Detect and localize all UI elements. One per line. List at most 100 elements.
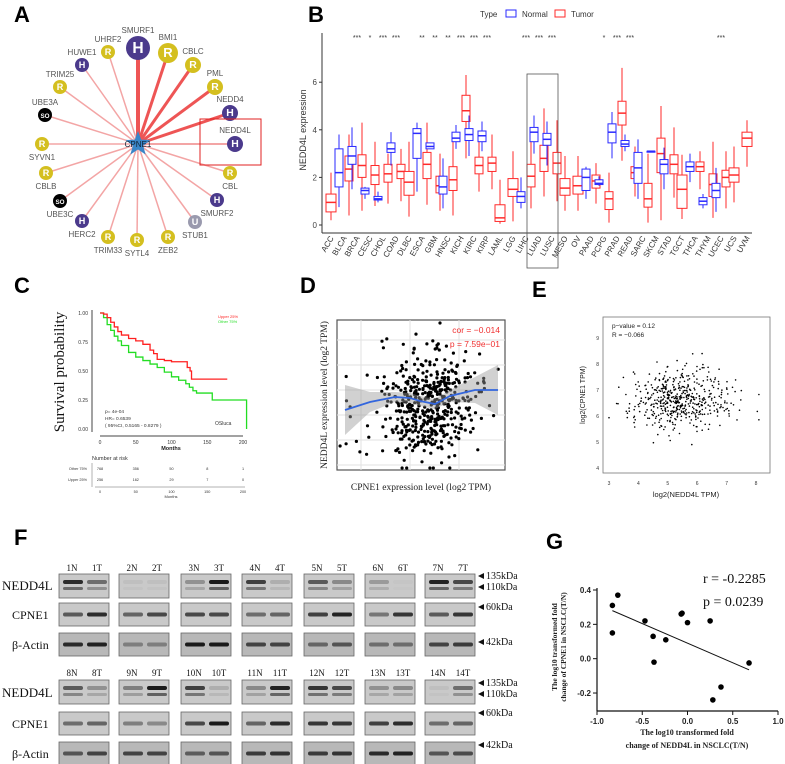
panel-label-d: D [300, 273, 316, 298]
data-point [405, 417, 409, 421]
data-point [453, 416, 457, 420]
node-type-glyph: R [211, 82, 219, 93]
data-point [693, 398, 695, 400]
data-point [698, 411, 701, 414]
data-point [672, 377, 675, 380]
data-point [633, 426, 636, 428]
data-point [683, 386, 686, 389]
data-point [632, 371, 635, 373]
data-point [447, 441, 451, 445]
data-point [430, 430, 434, 434]
data-point [397, 450, 402, 454]
data-point [670, 410, 672, 413]
band [308, 751, 328, 756]
y-tick-label: 0.00 [78, 427, 88, 433]
data-point [633, 408, 635, 411]
data-point [408, 403, 412, 407]
x-axis-label: Months [161, 446, 181, 452]
data-point [666, 366, 668, 368]
data-point [440, 415, 444, 419]
data-point [666, 420, 669, 422]
data-point [703, 388, 706, 391]
x-tick-label: 50 [133, 440, 139, 446]
data-point [395, 424, 399, 428]
node-R-icon [130, 233, 144, 247]
data-point [683, 380, 686, 383]
data-point [726, 380, 728, 383]
band [123, 612, 143, 617]
band [393, 751, 413, 756]
node-type-glyph: H [79, 216, 86, 226]
x-axis-label: CPNE1 expression level (log2 TPM) [351, 482, 491, 493]
band [246, 642, 266, 647]
data-point [662, 398, 665, 400]
data-point [430, 415, 434, 419]
data-point [429, 373, 433, 377]
node-label: SMURF2 [201, 209, 234, 218]
band-135kda [87, 686, 107, 690]
data-point [445, 413, 449, 417]
data-point [701, 413, 704, 416]
data-point [663, 428, 665, 431]
lane-label-tumor: 10T [212, 668, 227, 678]
data-point [706, 379, 709, 381]
significance-label: *** [717, 35, 725, 42]
data-point [467, 399, 471, 403]
data-point [673, 397, 676, 400]
band-110kda [429, 587, 449, 590]
data-point [678, 401, 681, 404]
y-tick-label: 4 [313, 126, 318, 135]
data-point [618, 386, 620, 389]
data-point [457, 431, 461, 435]
x-axis-label-line2: change of NEDD4L in NSCLC(T/N) [626, 741, 749, 750]
blot-strip [118, 573, 170, 599]
blot-strip [303, 741, 355, 764]
data-point [703, 366, 705, 369]
data-point [679, 398, 681, 401]
data-point [652, 441, 655, 444]
node-H-icon [222, 105, 238, 121]
data-point [657, 414, 660, 417]
risk-x-tick: 100 [168, 490, 174, 494]
data-point [709, 405, 711, 407]
data-point [615, 592, 621, 598]
data-point [454, 377, 459, 381]
data-point [412, 374, 416, 378]
data-point [434, 433, 438, 437]
data-point [701, 429, 703, 432]
node-R-icon [185, 57, 201, 73]
data-point [663, 396, 666, 398]
data-point [438, 321, 442, 325]
box [403, 170, 415, 196]
node-R-icon [101, 230, 115, 244]
band [63, 642, 83, 647]
data-point [406, 379, 410, 383]
data-point [650, 633, 656, 640]
node-label: NEDD4 [216, 95, 244, 104]
data-point [459, 414, 463, 418]
lane-label-tumor: 11T [273, 668, 288, 678]
data-point [443, 368, 447, 372]
x-tick-label: 150 [203, 440, 212, 446]
data-point [412, 380, 416, 384]
blot-strip [364, 602, 416, 627]
significance-label: *** [626, 35, 634, 42]
row-label-nedd4l: NEDD4L [2, 685, 53, 700]
data-point [479, 390, 483, 394]
risk-table-title: Number at risk [92, 456, 128, 462]
data-point [416, 443, 420, 447]
data-point [655, 389, 658, 392]
data-point [726, 388, 728, 391]
node-type-glyph: H [214, 195, 221, 205]
data-point [444, 384, 448, 388]
data-point [430, 394, 434, 398]
survival-curve-other [100, 312, 248, 429]
data-point [697, 417, 699, 419]
data-point [679, 406, 682, 409]
data-point [701, 401, 703, 404]
data-point [400, 431, 404, 435]
band-135kda [332, 686, 352, 690]
marker-label: 60kDa [486, 602, 513, 613]
data-point [421, 371, 425, 375]
data-point [421, 378, 425, 382]
